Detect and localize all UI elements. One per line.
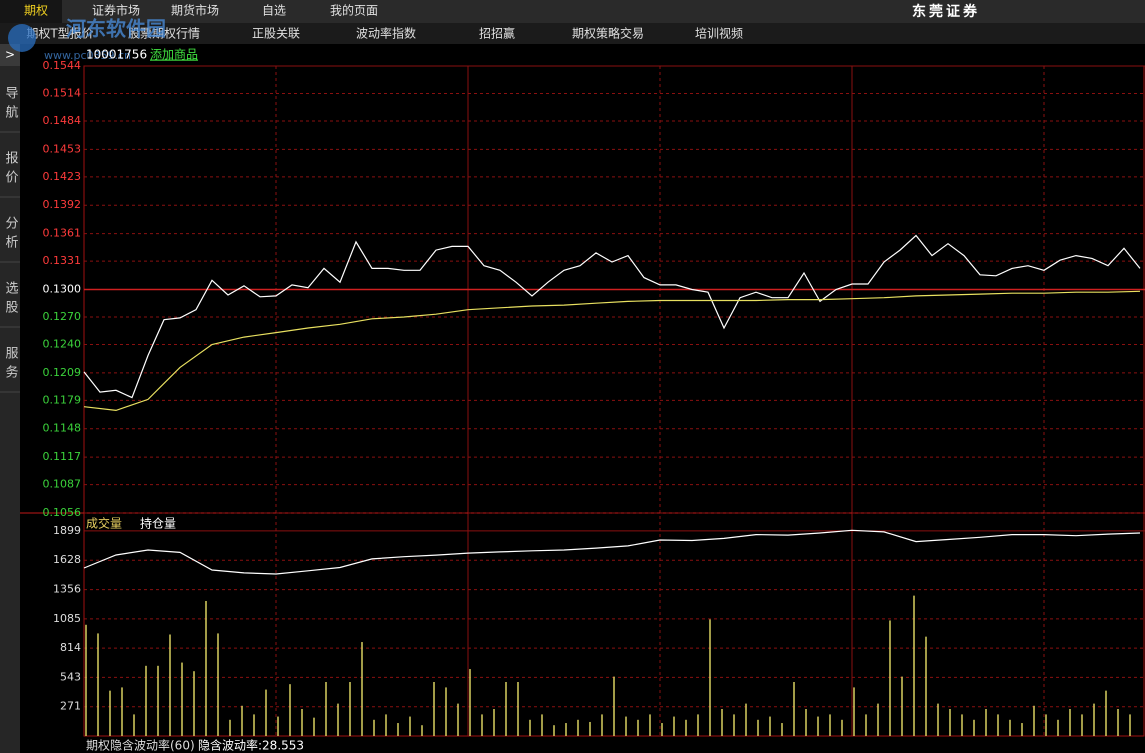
y-tick-label: 814 bbox=[60, 641, 81, 654]
sub-bar bbox=[0, 23, 1145, 44]
add-item[interactable]: 添加商品 bbox=[150, 47, 198, 62]
sub-tab[interactable]: 培训视频 bbox=[695, 26, 743, 41]
y-tick-label: 0.1300 bbox=[43, 283, 82, 296]
sidebar-toggle[interactable]: > bbox=[5, 48, 15, 62]
series-line bbox=[83, 234, 1141, 399]
sidebar-item[interactable]: 报价 bbox=[3, 151, 19, 189]
sidebar-item[interactable]: 分析 bbox=[3, 216, 19, 254]
y-tick-label: 543 bbox=[60, 670, 81, 683]
watermark-logo bbox=[8, 24, 36, 52]
y-tick-label: 0.1453 bbox=[43, 142, 82, 155]
nav-tab[interactable]: 证券市场 bbox=[92, 3, 140, 18]
sub-tab[interactable]: 股票期权行情 bbox=[128, 27, 200, 41]
y-tick-label: 0.1331 bbox=[43, 254, 82, 267]
sidebar-item[interactable]: 服务 bbox=[3, 346, 19, 384]
status-bar bbox=[84, 738, 1145, 753]
y-tick-label: 0.1148 bbox=[43, 422, 82, 435]
sub-tab[interactable]: 正股关联 bbox=[252, 27, 300, 41]
sub-tab[interactable]: 招招赢 bbox=[479, 26, 515, 41]
sub-tab[interactable]: 期权T型报价 bbox=[26, 26, 93, 41]
sidebar-item[interactable]: 导航 bbox=[3, 86, 19, 124]
y-tick-label: 271 bbox=[60, 700, 81, 713]
sub-tab[interactable]: 期权策略交易 bbox=[572, 26, 644, 41]
nav-tab[interactable]: 我的页面 bbox=[330, 3, 378, 18]
indicator-name: 期权隐含波动率(60) bbox=[86, 738, 195, 753]
y-tick-label: 1356 bbox=[53, 583, 81, 596]
active-tab-bg bbox=[0, 0, 62, 23]
y-tick-label: 0.1423 bbox=[43, 170, 82, 183]
watermark-name: 河东软件园 bbox=[66, 17, 166, 41]
y-tick-label: 0.1087 bbox=[43, 478, 82, 491]
legend-volume: 成交量 bbox=[86, 516, 122, 531]
indicator-reading: 隐含波动率:28.553 bbox=[198, 738, 304, 753]
nav-tab[interactable]: 期权 bbox=[24, 4, 48, 18]
y-tick-label: 1628 bbox=[53, 553, 81, 566]
series-line bbox=[83, 290, 1141, 412]
top-bar bbox=[0, 0, 1145, 23]
sidebar bbox=[0, 44, 20, 753]
series-line bbox=[83, 529, 1141, 575]
sidebar-item[interactable]: 选股 bbox=[3, 281, 19, 319]
y-tick-label: 0.1361 bbox=[43, 227, 82, 240]
nav-tab[interactable]: 期货市场 bbox=[171, 3, 219, 18]
y-tick-label: 1085 bbox=[53, 612, 81, 625]
watermark-url: www.pc0359.cn bbox=[44, 49, 131, 62]
y-tick-label: 0.1544 bbox=[43, 59, 82, 72]
y-tick-label: 0.1484 bbox=[43, 114, 82, 127]
brand: 东莞证券 bbox=[912, 3, 980, 20]
y-tick-label: 0.1179 bbox=[43, 393, 82, 406]
y-tick-label: 0.1056 bbox=[43, 506, 82, 519]
y-tick-label: 0.1514 bbox=[43, 86, 82, 99]
y-tick-label: 1899 bbox=[53, 524, 81, 537]
y-tick-label: 0.1392 bbox=[43, 198, 82, 211]
y-tick-label: 0.1270 bbox=[43, 310, 82, 323]
instrument-code: 10001756 bbox=[86, 48, 147, 62]
legend-position: 持仓量 bbox=[140, 516, 176, 531]
y-tick-label: 0.1209 bbox=[43, 366, 82, 379]
sub-tab[interactable]: 波动率指数 bbox=[356, 26, 416, 41]
nav-tab[interactable]: 自选 bbox=[262, 4, 286, 18]
plot-frame bbox=[83, 65, 1145, 737]
y-tick-label: 0.1240 bbox=[43, 337, 82, 350]
y-tick-label: 0.1117 bbox=[43, 450, 82, 463]
